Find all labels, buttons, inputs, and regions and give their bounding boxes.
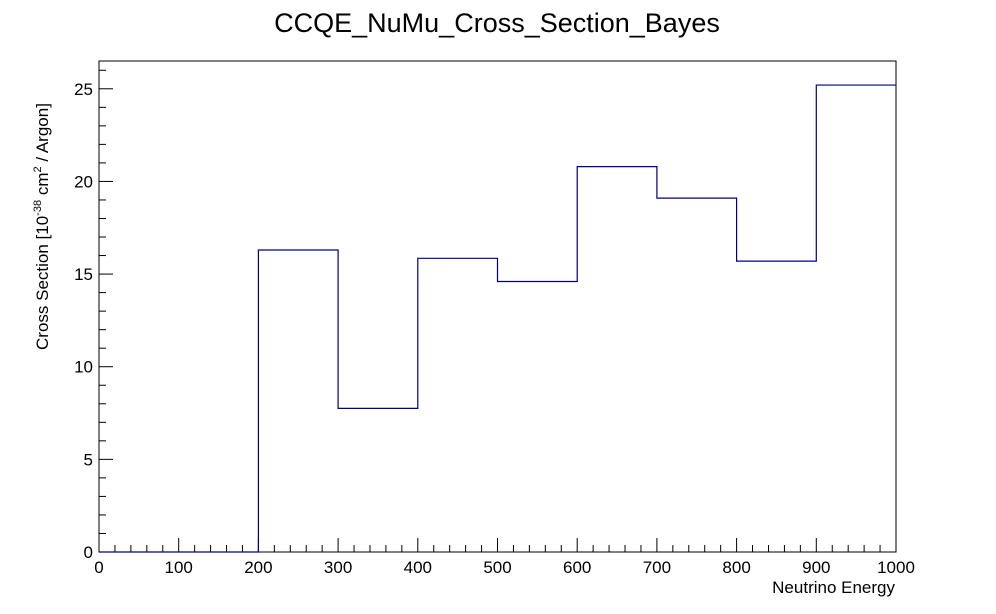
x-axis-label: Neutrino Energy [772,578,895,597]
y-tick-label: 15 [74,265,93,284]
x-tick-label: 500 [483,558,511,577]
y-axis-label: Cross Section [10-38 cm2 / Argon] [32,103,52,350]
x-tick-label: 0 [94,558,103,577]
y-axis-ticks [99,69,113,553]
x-axis-tick-labels: 0 100 200 300 400 500 600 700 800 900 1000 [94,558,915,577]
y-tick-label: 5 [84,450,93,469]
x-tick-label: 800 [722,558,750,577]
plot-frame [98,60,897,553]
x-tick-label: 400 [404,558,432,577]
x-tick-label: 900 [802,558,830,577]
histogram-series-line [99,84,896,553]
y-axis-tick-labels: 0 5 10 15 20 25 [74,80,93,562]
y-tick-label: 10 [74,358,93,377]
x-tick-label: 300 [324,558,352,577]
y-tick-label: 20 [74,172,93,191]
x-axis-ticks [98,538,897,552]
x-tick-label: 600 [563,558,591,577]
x-tick-label: 200 [244,558,272,577]
y-tick-label: 0 [84,543,93,562]
x-tick-label: 1000 [877,558,915,577]
x-tick-label: 700 [643,558,671,577]
chart-title: CCQE_NuMu_Cross_Section_Bayes [274,8,720,38]
x-tick-label: 100 [165,558,193,577]
y-tick-label: 25 [74,80,93,99]
